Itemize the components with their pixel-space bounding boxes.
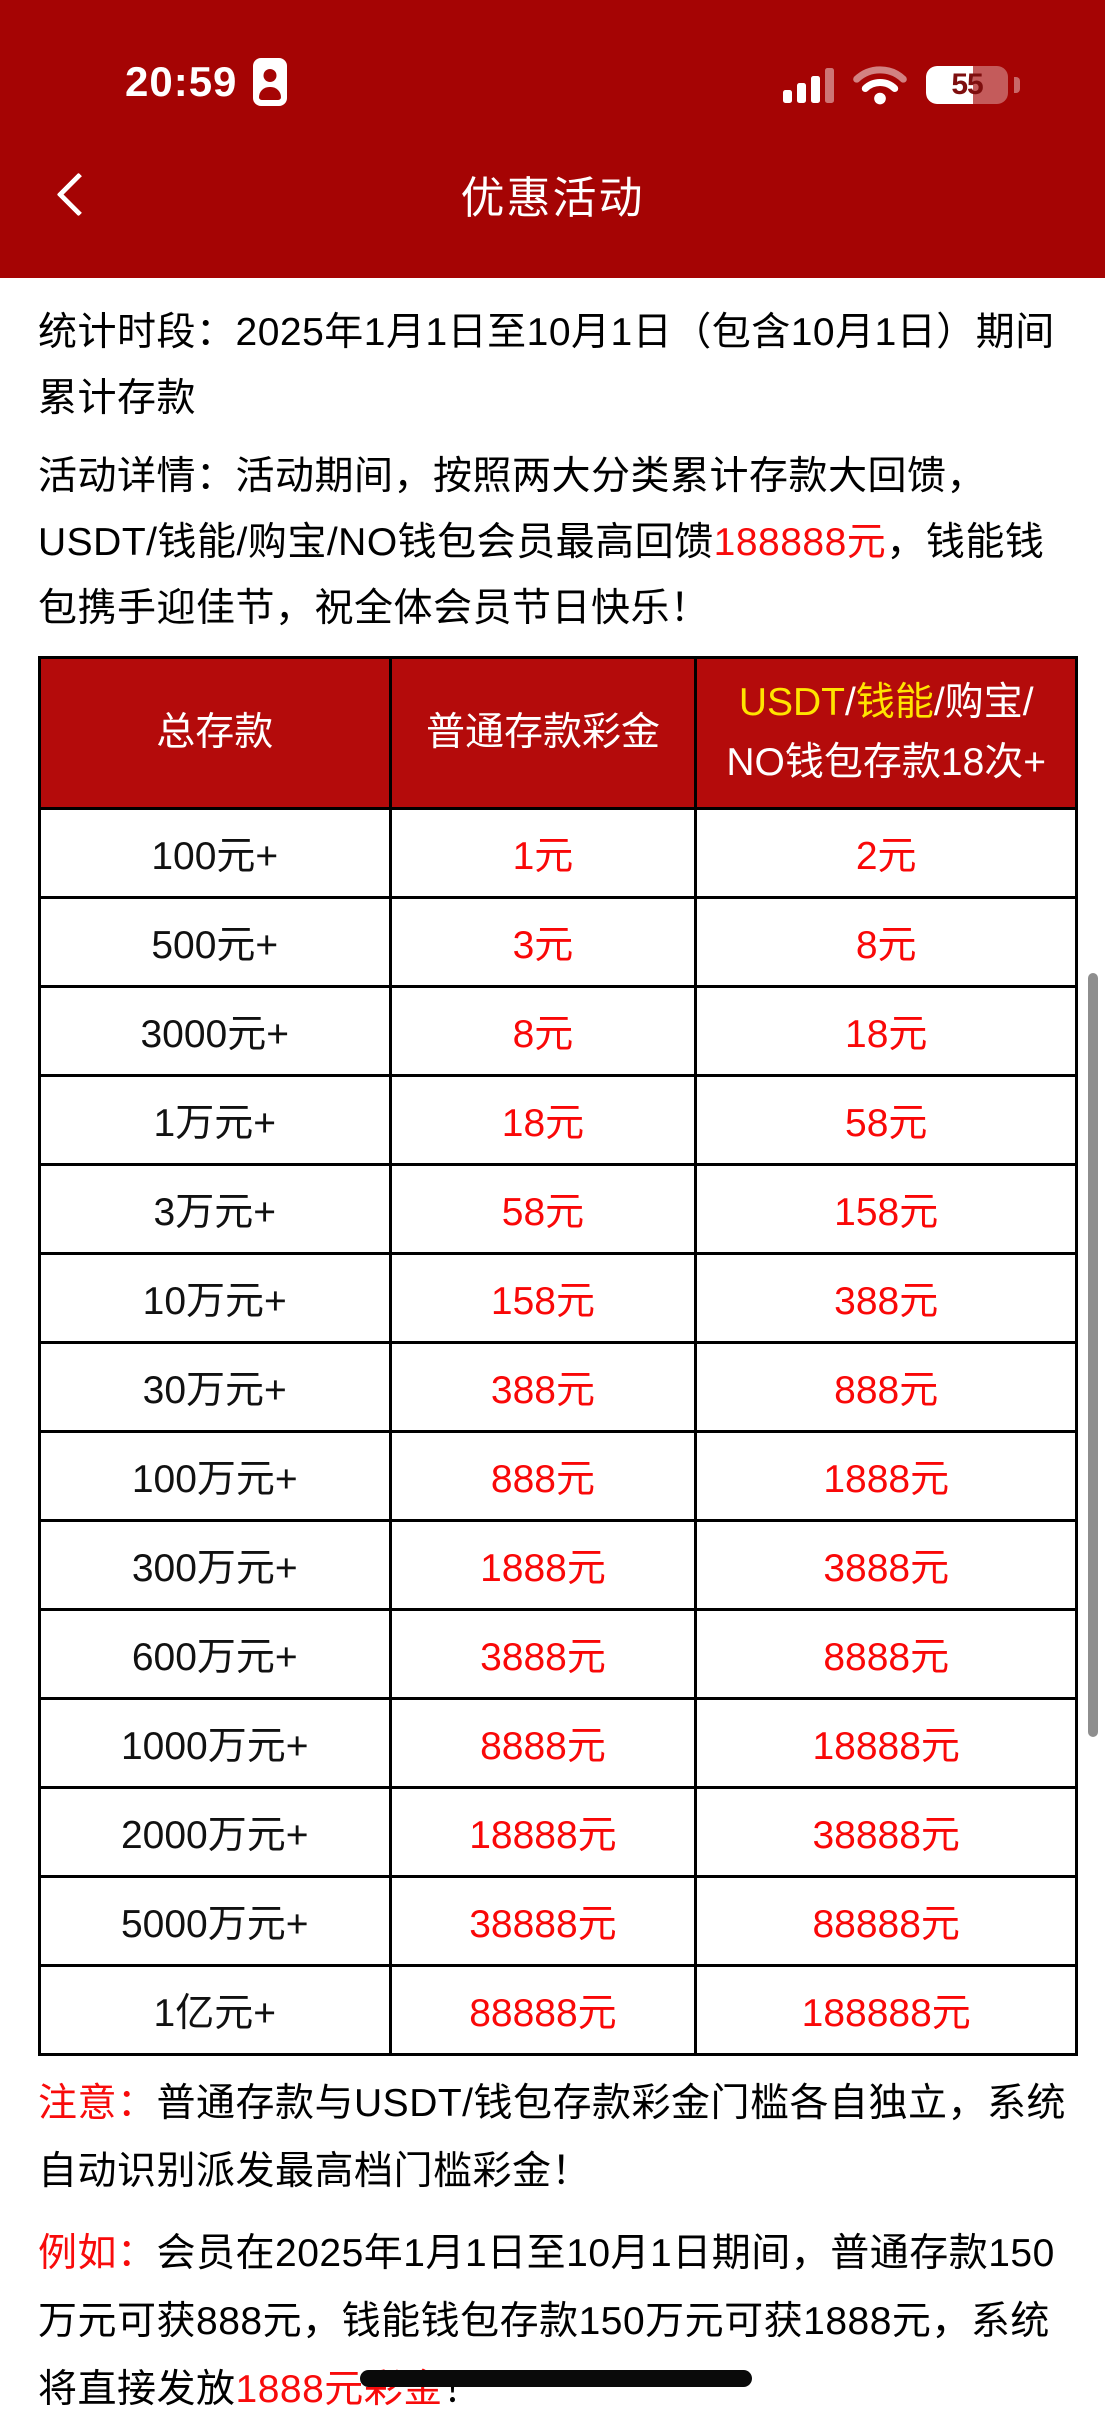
stats-period-paragraph: 统计时段：2025年1月1日至10月1日（包含10月1日）期间累计存款 (38, 311, 1055, 420)
header-total-deposit: 总存款 (38, 656, 392, 810)
deposit-tier-cell: 600万元+ (38, 1608, 392, 1700)
table-row: 500元+ 3元 8元 (38, 896, 1078, 988)
deposit-tier-cell: 1万元+ (38, 1074, 392, 1166)
normal-bonus-cell: 3元 (388, 896, 698, 988)
notice-paragraph: 注意：普通存款与USDT/钱包存款彩金门槛各自独立，系统自动识别派发最高档门槛彩… (38, 2082, 1067, 2193)
nav-bar: 优惠活动 (0, 110, 1105, 278)
wifi-icon (853, 66, 907, 105)
table-row: 3万元+ 58元 158元 (38, 1163, 1078, 1255)
wallet-bonus-cell: 38888元 (694, 1786, 1078, 1878)
wallet-bonus-cell: 188888元 (694, 1964, 1078, 2056)
bonus-table: 总存款 普通存款彩金 USDT/钱能/购宝/NO钱包存款18次+ 100元+ 1… (38, 656, 1078, 2056)
normal-bonus-cell: 38888元 (388, 1875, 698, 1967)
bonus-table-body: 100元+ 1元 2元 500元+ 3元 8元 3000元+ 8元 18元 1万… (38, 807, 1078, 2056)
table-row: 600万元+ 3888元 8888元 (38, 1608, 1078, 1700)
header-wallet-bonus: USDT/钱能/购宝/NO钱包存款18次+ (694, 656, 1078, 810)
app-header: 20:59 55 优惠活动 (0, 0, 1105, 278)
normal-bonus-cell: 8888元 (388, 1697, 698, 1789)
normal-bonus-cell: 88888元 (388, 1964, 698, 2056)
deposit-tier-cell: 2000万元+ (38, 1786, 392, 1878)
normal-bonus-cell: 1元 (388, 807, 698, 899)
activity-detail-paragraph: 活动详情：活动期间，按照两大分类累计存款大回馈，USDT/钱能/购宝/NO钱包会… (38, 455, 1045, 630)
wallet-bonus-cell: 58元 (694, 1074, 1078, 1166)
wallet-bonus-cell: 3888元 (694, 1519, 1078, 1611)
page-title: 优惠活动 (460, 174, 645, 223)
table-row: 300万元+ 1888元 3888元 (38, 1519, 1078, 1611)
deposit-tier-cell: 1亿元+ (38, 1964, 392, 2056)
wallet-bonus-cell: 1888元 (694, 1430, 1078, 1522)
wallet-bonus-cell: 88888元 (694, 1875, 1078, 1967)
max-bonus-highlight: 188888元 (713, 521, 887, 564)
example-label: 例如： (38, 2232, 157, 2275)
wallet-bonus-cell: 8888元 (694, 1608, 1078, 1700)
table-row: 100万元+ 888元 1888元 (38, 1430, 1078, 1522)
table-row: 3000元+ 8元 18元 (38, 985, 1078, 1077)
deposit-tier-cell: 3万元+ (38, 1163, 392, 1255)
battery-fill (926, 66, 973, 104)
battery-nub (1014, 77, 1020, 93)
deposit-tier-cell: 100万元+ (38, 1430, 392, 1522)
wallet-bonus-cell: 888元 (694, 1341, 1078, 1433)
deposit-tier-cell: 100元+ (38, 807, 392, 899)
example-paragraph: 例如：会员在2025年1月1日至10月1日期间，普通存款150万元可获888元，… (38, 2232, 1055, 2411)
deposit-tier-cell: 500元+ (38, 896, 392, 988)
battery-percent-text: 55 (951, 68, 983, 101)
battery-icon: 55 (926, 66, 1008, 104)
table-row: 1万元+ 18元 58元 (38, 1074, 1078, 1166)
table-row: 10万元+ 158元 388元 (38, 1252, 1078, 1344)
promo-content: 统计时段：2025年1月1日至10月1日（包含10月1日）期间累计存款 活动详情… (0, 278, 1105, 2424)
chevron-left-icon (56, 172, 100, 216)
deposit-tier-cell: 300万元+ (38, 1519, 392, 1611)
normal-bonus-cell: 58元 (388, 1163, 698, 1255)
header-normal-bonus: 普通存款彩金 (388, 656, 698, 810)
status-bar: 20:59 55 (0, 0, 1105, 110)
table-header-row: 总存款 普通存款彩金 USDT/钱能/购宝/NO钱包存款18次+ (38, 656, 1078, 810)
deposit-tier-cell: 1000万元+ (38, 1697, 392, 1789)
table-row: 5000万元+ 38888元 88888元 (38, 1875, 1078, 1967)
normal-bonus-cell: 18888元 (388, 1786, 698, 1878)
clock-text: 20:59 (125, 58, 238, 105)
normal-bonus-cell: 158元 (388, 1252, 698, 1344)
table-row: 1000万元+ 8888元 18888元 (38, 1697, 1078, 1789)
wallet-bonus-cell: 2元 (694, 807, 1078, 899)
wallet-bonus-cell: 18888元 (694, 1697, 1078, 1789)
normal-bonus-cell: 8元 (388, 985, 698, 1077)
table-row: 2000万元+ 18888元 38888元 (38, 1786, 1078, 1878)
normal-bonus-cell: 388元 (388, 1341, 698, 1433)
normal-bonus-cell: 888元 (388, 1430, 698, 1522)
table-row: 1亿元+ 88888元 188888元 (38, 1964, 1078, 2056)
deposit-tier-cell: 5000万元+ (38, 1875, 392, 1967)
deposit-tier-cell: 10万元+ (38, 1252, 392, 1344)
normal-bonus-cell: 1888元 (388, 1519, 698, 1611)
normal-bonus-cell: 3888元 (388, 1608, 698, 1700)
table-row: 100元+ 1元 2元 (38, 807, 1078, 899)
wallet-bonus-cell: 8元 (694, 896, 1078, 988)
wallet-bonus-cell: 158元 (694, 1163, 1078, 1255)
deposit-tier-cell: 3000元+ (38, 985, 392, 1077)
home-indicator[interactable] (360, 2370, 752, 2387)
person-badge-icon (253, 58, 288, 106)
deposit-tier-cell: 30万元+ (38, 1341, 392, 1433)
cellular-signal-icon (783, 67, 834, 103)
notice-label: 注意： (38, 2082, 157, 2125)
wallet-bonus-cell: 18元 (694, 985, 1078, 1077)
normal-bonus-cell: 18元 (388, 1074, 698, 1166)
table-row: 30万元+ 388元 888元 (38, 1341, 1078, 1433)
wallet-bonus-cell: 388元 (694, 1252, 1078, 1344)
scrollbar-thumb[interactable] (1088, 973, 1098, 1737)
back-button[interactable] (48, 164, 108, 224)
